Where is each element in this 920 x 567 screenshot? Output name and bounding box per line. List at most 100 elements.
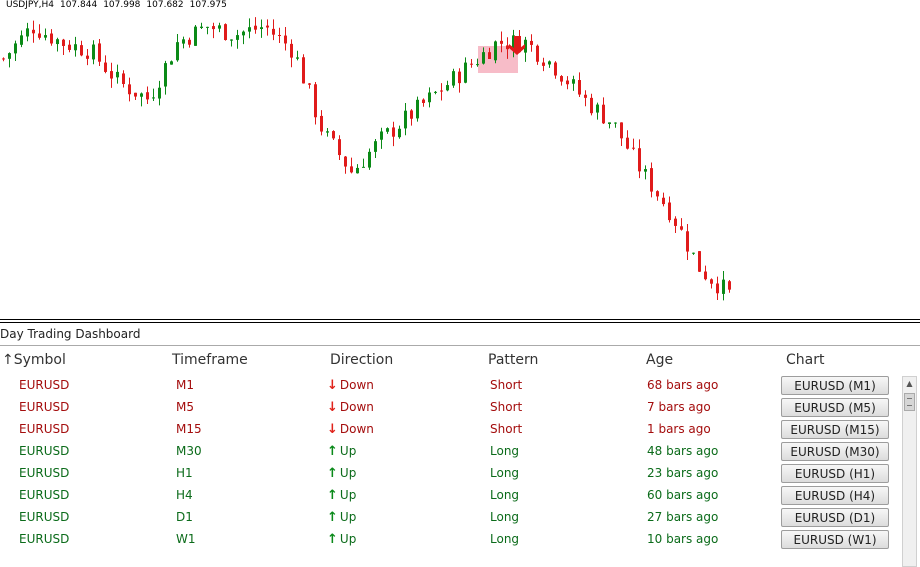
bear-candle — [500, 40, 503, 44]
bear-candle — [212, 26, 215, 30]
bull-candle — [368, 151, 371, 168]
bull-candle — [140, 93, 143, 97]
chart-ohlc-open: 107.844 — [59, 0, 98, 10]
header-symbol-label: Symbol — [13, 352, 66, 368]
bear-candle — [332, 131, 335, 139]
bear-candle — [728, 281, 731, 290]
bull-candle — [386, 128, 389, 132]
bear-candle — [272, 28, 275, 35]
bear-candle — [110, 71, 113, 79]
bear-candle — [530, 40, 533, 45]
header-direction[interactable]: Direction — [330, 352, 394, 368]
chart-ohlc-low: 107.682 — [146, 0, 184, 10]
table-row: EURUSD M1 ↓ Down Short 68 bars ago EURUSD (M1) — [0, 375, 900, 397]
symbol-cell: EURUSD — [19, 532, 70, 546]
bull-candle — [548, 61, 551, 65]
bull-candle — [44, 35, 47, 38]
timeframe-cell: M1 — [176, 378, 194, 392]
bull-candle — [176, 42, 179, 61]
timeframe-cell: H1 — [176, 466, 193, 480]
bear-candle — [146, 92, 149, 100]
bull-candle — [464, 62, 467, 83]
bear-candle — [410, 110, 413, 119]
dashboard-scrollbar[interactable]: ▲ — [902, 376, 917, 567]
bear-candle — [650, 168, 653, 192]
bear-candle — [680, 226, 683, 230]
dashboard-title: Day Trading Dashboard — [0, 327, 141, 341]
direction-cell: ↑ Up — [327, 444, 356, 459]
candlestick-plot[interactable] — [0, 0, 920, 320]
age-cell: 23 bars ago — [647, 466, 719, 480]
bear-candle — [320, 115, 323, 132]
header-symbol[interactable]: ↑Symbol — [2, 352, 66, 368]
pattern-cell: Long — [490, 466, 520, 480]
bear-candle — [536, 45, 539, 62]
bear-candle — [38, 33, 41, 38]
bear-candle — [632, 147, 635, 149]
bull-candle — [692, 252, 695, 254]
table-row: EURUSD M5 ↓ Down Short 7 bars ago EURUSD (M5) — [0, 397, 900, 419]
bull-candle — [614, 122, 617, 124]
bear-candle — [542, 62, 545, 66]
bear-candle — [32, 29, 35, 34]
bear-candle — [80, 45, 83, 56]
bull-candle — [326, 131, 329, 133]
bear-candle — [188, 39, 191, 45]
table-row: EURUSD H4 ↑ Up Long 60 bars ago EURUSD (H4) — [0, 485, 900, 507]
bear-candle — [488, 52, 491, 59]
pattern-cell: Short — [490, 378, 523, 392]
symbol-cell: EURUSD — [19, 378, 70, 392]
table-row: EURUSD D1 ↑ Up Long 27 bars ago EURUSD (D1) — [0, 507, 900, 529]
bear-candle — [698, 251, 701, 272]
open-chart-button[interactable]: EURUSD (M5) — [781, 398, 889, 417]
bear-candle — [716, 283, 719, 294]
price-chart[interactable]: USDJPY,H4 107.844 107.998 107.682 107.975 — [0, 0, 920, 320]
bear-candle — [584, 94, 587, 98]
bear-candle — [560, 76, 563, 82]
timeframe-cell: M5 — [176, 400, 194, 414]
bear-candle — [308, 83, 311, 85]
pattern-cell: Long — [490, 488, 520, 502]
bull-candle — [158, 87, 161, 99]
bear-candle — [578, 80, 581, 95]
bull-candle — [248, 27, 251, 32]
open-chart-button[interactable]: EURUSD (H1) — [781, 464, 889, 483]
direction-label: Down — [339, 422, 374, 436]
table-row: EURUSD W1 ↑ Up Long 10 bars ago EURUSD (W1) — [0, 529, 900, 551]
scroll-thumb[interactable] — [904, 393, 915, 411]
bear-candle — [470, 63, 473, 65]
header-timeframe[interactable]: Timeframe — [172, 352, 248, 368]
bear-candle — [674, 218, 677, 226]
scroll-up-icon[interactable]: ▲ — [906, 379, 913, 388]
open-chart-button[interactable]: EURUSD (M1) — [781, 376, 889, 395]
open-chart-button[interactable]: EURUSD (M15) — [781, 420, 889, 439]
bear-candle — [350, 166, 353, 173]
bear-candle — [278, 35, 281, 37]
bear-candle — [656, 191, 659, 197]
bull-candle — [116, 71, 119, 78]
bear-candle — [392, 127, 395, 137]
sell-signal-arrow-icon — [509, 36, 525, 55]
bear-candle — [254, 25, 257, 30]
bull-candle — [56, 39, 59, 45]
bull-candle — [20, 35, 23, 45]
open-chart-button[interactable]: EURUSD (D1) — [781, 508, 889, 527]
bear-candle — [422, 99, 425, 104]
timeframe-cell: M30 — [176, 444, 202, 458]
bull-candle — [152, 97, 155, 99]
header-age[interactable]: Age — [646, 352, 674, 368]
bull-candle — [170, 61, 173, 65]
bull-candle — [14, 43, 17, 54]
direction-label: Down — [339, 378, 374, 392]
direction-cell: ↓ Down — [327, 378, 374, 393]
bear-candle — [602, 104, 605, 124]
bull-candle — [434, 91, 437, 93]
header-chart[interactable]: Chart — [786, 352, 825, 368]
open-chart-button[interactable]: EURUSD (W1) — [781, 530, 889, 549]
age-cell: 27 bars ago — [647, 510, 719, 524]
header-pattern[interactable]: Pattern — [488, 352, 539, 368]
open-chart-button[interactable]: EURUSD (H4) — [781, 486, 889, 505]
open-chart-button[interactable]: EURUSD (M30) — [781, 442, 889, 461]
bull-candle — [164, 63, 167, 87]
direction-cell: ↑ Up — [327, 510, 356, 525]
